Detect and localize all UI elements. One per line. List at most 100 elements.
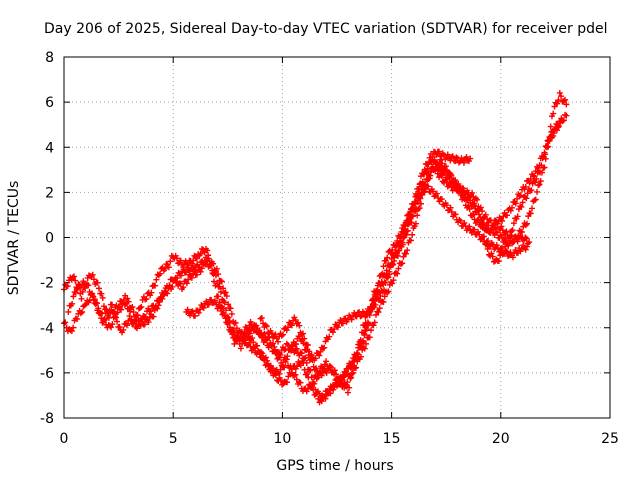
data-point [402,231,409,238]
data-point [482,240,489,247]
data-point [287,363,294,370]
data-point [284,353,291,360]
data-point [382,257,389,264]
data-point [402,222,409,229]
data-point [547,134,554,141]
data-point [346,384,353,391]
data-point [504,253,511,260]
series-satellite-track-d [183,89,570,390]
data-point [495,258,502,265]
data-point [238,335,245,342]
data-point [455,184,462,191]
data-point [99,294,106,301]
data-point [537,169,544,176]
data-point [389,261,396,268]
data-point [461,219,468,226]
y-tick-label: 0 [45,231,54,247]
data-point [258,314,265,321]
data-point [192,312,199,319]
data-point [254,325,261,332]
data-point [427,172,434,179]
data-point [302,354,309,361]
x-tick-label: 25 [601,431,619,447]
data-point [90,293,97,300]
data-point [361,330,368,337]
data-point [329,329,336,336]
data-point [408,212,415,219]
data-point [453,154,460,161]
data-point [436,148,443,155]
data-point [353,364,360,371]
data-point [306,348,313,355]
data-point [321,344,328,351]
data-point [538,162,545,169]
data-point [376,305,383,312]
data-point [504,241,511,248]
data-point [231,340,238,347]
data-point [180,266,187,273]
data-point [268,343,275,350]
data-point [178,272,184,279]
data-point [412,220,419,227]
data-point [562,111,569,118]
data-point [403,231,410,238]
data-point [348,374,355,381]
data-point [362,313,369,320]
data-point [509,227,516,234]
data-point [413,206,420,213]
data-point [81,302,88,309]
data-point [555,123,562,130]
data-point [101,316,108,323]
data-point [153,276,160,283]
data-point [98,290,105,297]
y-tick-label: -6 [40,366,54,382]
data-point [246,339,253,346]
data-point [162,265,169,272]
data-point [118,306,125,313]
data-point [267,368,274,375]
series-satellite-track-e [257,160,533,364]
data-point [414,212,421,219]
data-point [452,183,459,190]
data-point [133,312,140,319]
data-point [376,297,383,304]
data-point [373,288,380,295]
data-point [539,155,546,162]
data-point [217,277,224,284]
data-point [220,285,227,292]
y-tick-label: 4 [45,140,54,156]
data-point [494,220,501,227]
data-point [372,289,379,296]
data-point [550,110,557,117]
data-point [116,323,123,330]
data-point [297,349,304,356]
data-point [92,301,99,308]
data-point [487,230,494,237]
data-point [402,250,409,257]
data-point [273,350,280,357]
x-tick-label: 10 [273,431,291,447]
data-point [283,356,290,363]
data-point [157,270,164,277]
data-point [279,381,286,388]
data-point [70,293,77,300]
data-point [259,334,266,341]
data-point [139,318,145,325]
data-point [317,348,324,355]
data-point [332,381,339,388]
data-point [232,319,239,326]
data-point [276,370,283,377]
data-point [432,166,439,173]
data-point [337,317,344,324]
data-point [271,346,278,353]
data-point [77,310,84,317]
data-point [494,229,501,236]
data-point [134,325,141,332]
data-point [443,178,450,185]
data-point [315,371,322,378]
data-point [535,168,542,175]
data-point [105,310,112,317]
data-point [77,284,84,291]
data-point [503,248,510,255]
data-point [131,318,138,325]
